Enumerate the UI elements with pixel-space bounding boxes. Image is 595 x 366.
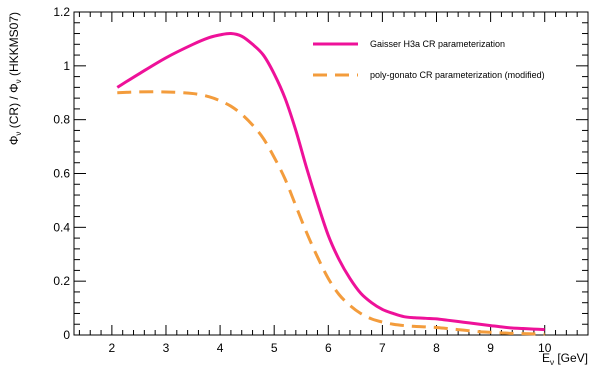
plot-frame bbox=[73, 11, 589, 336]
curves bbox=[116, 31, 545, 336]
legend-label: poly-gonato CR parameterization (modifie… bbox=[370, 70, 545, 80]
y-axis-title: Φν (CR) / Φν (HKKMS07) bbox=[7, 12, 23, 145]
y-axis-title-subscript-2: ν bbox=[14, 79, 23, 83]
y-tick-label: 0 bbox=[63, 328, 70, 342]
y-tick-label: 1 bbox=[63, 59, 70, 73]
x-tick-label: 10 bbox=[538, 341, 552, 355]
y-axis-title-subscript-1: ν bbox=[14, 132, 23, 136]
y-axis-title-end: (HKKMS07) bbox=[7, 12, 21, 79]
x-tick-label: 2 bbox=[109, 341, 116, 355]
x-tick-label: 3 bbox=[163, 341, 170, 355]
x-tick-label: 8 bbox=[433, 341, 440, 355]
series-line-gaisser bbox=[116, 31, 545, 332]
x-tick-label: 7 bbox=[379, 341, 386, 355]
plot-area: 2 3 4 5 6 7 8 9 10 0 0.2 0.4 0.6 0.8 1 1.2 bbox=[53, 5, 589, 355]
x-tick-label: 9 bbox=[487, 341, 494, 355]
x-axis-title-subscript: ν bbox=[550, 358, 554, 366]
y-tick-label: 1.2 bbox=[53, 5, 70, 19]
legend-label: Gaisser H3a CR parameterization bbox=[370, 39, 505, 49]
x-axis-title-main: E bbox=[542, 351, 550, 365]
y-axis-title-middle: (CR) / Φ bbox=[7, 83, 21, 131]
x-axis-title-unit: [GeV] bbox=[554, 351, 588, 365]
y-tick-label: 0.2 bbox=[53, 274, 70, 288]
x-tick-label: 4 bbox=[217, 341, 224, 355]
y-tick-label: 0.8 bbox=[53, 113, 70, 127]
series-line-polygonato bbox=[117, 90, 545, 336]
y-axis-title-phi: Φ bbox=[7, 136, 21, 146]
legend: Gaisser H3a CR parameterization poly-gona… bbox=[313, 39, 545, 80]
x-tick-label: 6 bbox=[325, 341, 332, 355]
y-tick-label: 0.4 bbox=[53, 220, 70, 234]
x-tick-label: 5 bbox=[271, 341, 278, 355]
x-axis-title: Eν [GeV] bbox=[542, 351, 588, 366]
y-tick-label: 0.6 bbox=[53, 167, 70, 181]
